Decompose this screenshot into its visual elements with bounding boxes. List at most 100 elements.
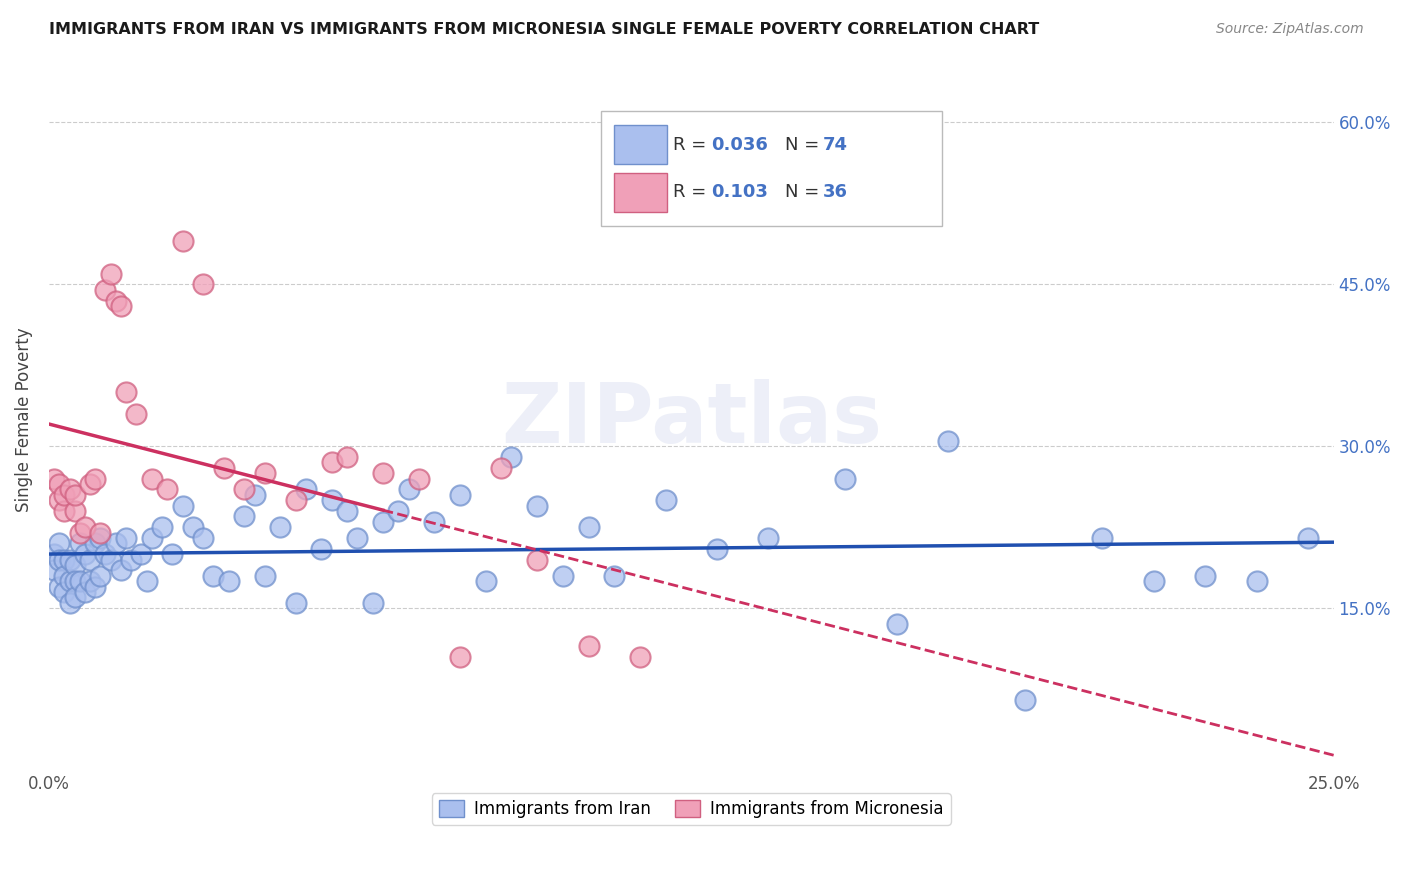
- Point: [181, 520, 204, 534]
- Point: [321, 455, 343, 469]
- Text: ZIPatlas: ZIPatlas: [501, 379, 882, 459]
- Point: [1246, 574, 1268, 589]
- Point: [63, 488, 86, 502]
- Point: [1296, 531, 1319, 545]
- Point: [371, 515, 394, 529]
- Point: [42, 563, 65, 577]
- Point: [936, 434, 959, 448]
- Point: [886, 617, 908, 632]
- Point: [1194, 568, 1216, 582]
- Point: [63, 504, 86, 518]
- Point: [69, 574, 91, 589]
- Point: [526, 552, 548, 566]
- Point: [269, 520, 291, 534]
- Point: [100, 552, 122, 566]
- Point: [654, 493, 676, 508]
- Text: N =: N =: [785, 184, 825, 202]
- Point: [115, 385, 138, 400]
- Point: [94, 283, 117, 297]
- Point: [1014, 693, 1036, 707]
- Point: [110, 563, 132, 577]
- Y-axis label: Single Female Poverty: Single Female Poverty: [15, 327, 32, 512]
- Point: [53, 504, 76, 518]
- Point: [578, 520, 600, 534]
- Point: [58, 574, 80, 589]
- Point: [212, 460, 235, 475]
- Point: [336, 450, 359, 464]
- Point: [551, 568, 574, 582]
- Point: [423, 515, 446, 529]
- Point: [42, 472, 65, 486]
- Point: [172, 234, 194, 248]
- Text: 0.103: 0.103: [711, 184, 768, 202]
- Point: [125, 407, 148, 421]
- Point: [233, 483, 256, 497]
- Point: [53, 552, 76, 566]
- Point: [253, 568, 276, 582]
- Point: [284, 493, 307, 508]
- Point: [295, 483, 318, 497]
- Point: [53, 488, 76, 502]
- Point: [79, 477, 101, 491]
- Text: 36: 36: [823, 184, 848, 202]
- Point: [69, 525, 91, 540]
- Point: [89, 568, 111, 582]
- Point: [387, 504, 409, 518]
- Point: [84, 580, 107, 594]
- Point: [53, 585, 76, 599]
- Point: [135, 574, 157, 589]
- Point: [73, 547, 96, 561]
- Point: [110, 299, 132, 313]
- Point: [120, 552, 142, 566]
- Text: R =: R =: [673, 136, 713, 153]
- Point: [115, 531, 138, 545]
- Point: [89, 525, 111, 540]
- Point: [94, 547, 117, 561]
- Point: [346, 531, 368, 545]
- Point: [336, 504, 359, 518]
- Point: [104, 536, 127, 550]
- Point: [58, 483, 80, 497]
- Point: [69, 536, 91, 550]
- Point: [48, 552, 70, 566]
- Point: [834, 472, 856, 486]
- Point: [191, 277, 214, 292]
- Point: [526, 499, 548, 513]
- Point: [73, 585, 96, 599]
- Point: [233, 509, 256, 524]
- Point: [603, 568, 626, 582]
- Point: [63, 574, 86, 589]
- Point: [84, 536, 107, 550]
- Point: [63, 558, 86, 572]
- Point: [131, 547, 153, 561]
- Point: [58, 552, 80, 566]
- Point: [162, 547, 184, 561]
- Point: [191, 531, 214, 545]
- Text: N =: N =: [785, 136, 825, 153]
- Point: [1143, 574, 1166, 589]
- Point: [474, 574, 496, 589]
- Point: [141, 472, 163, 486]
- Point: [202, 568, 225, 582]
- Point: [218, 574, 240, 589]
- Point: [156, 483, 179, 497]
- Text: 74: 74: [823, 136, 848, 153]
- Text: R =: R =: [673, 184, 713, 202]
- Point: [42, 547, 65, 561]
- Point: [48, 477, 70, 491]
- Legend: Immigrants from Iran, Immigrants from Micronesia: Immigrants from Iran, Immigrants from Mi…: [432, 793, 950, 825]
- Point: [408, 472, 430, 486]
- Point: [311, 541, 333, 556]
- Point: [449, 649, 471, 664]
- Point: [53, 568, 76, 582]
- Point: [48, 536, 70, 550]
- Point: [84, 472, 107, 486]
- Point: [501, 450, 523, 464]
- Point: [284, 596, 307, 610]
- Point: [100, 267, 122, 281]
- Point: [150, 520, 173, 534]
- Point: [79, 574, 101, 589]
- Point: [706, 541, 728, 556]
- Point: [398, 483, 420, 497]
- Point: [58, 596, 80, 610]
